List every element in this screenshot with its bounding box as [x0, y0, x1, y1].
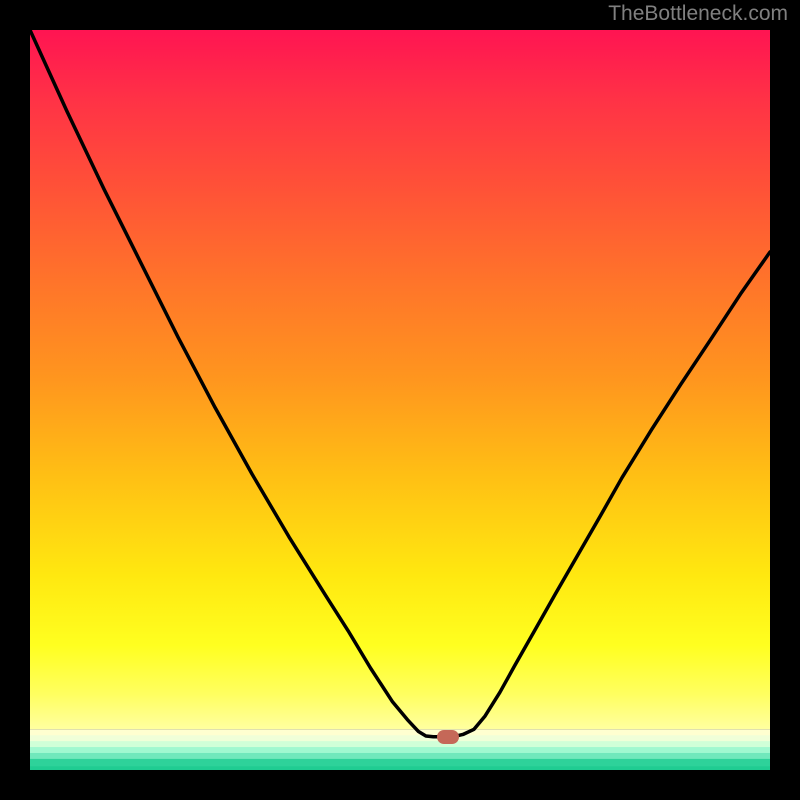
bottleneck-curve	[30, 30, 770, 770]
plot-area	[30, 30, 770, 770]
watermark: TheBottleneck.com	[608, 2, 788, 26]
optimal-point-marker	[437, 730, 459, 744]
